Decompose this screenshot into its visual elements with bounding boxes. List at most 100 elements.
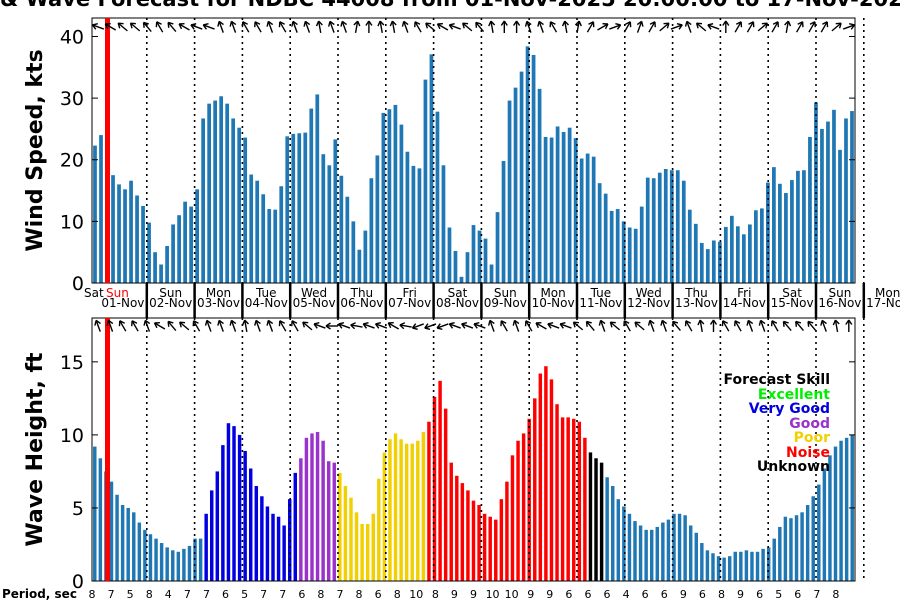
wind-bar [604,194,608,283]
period-value: 6 [222,588,229,600]
wave-bar [611,486,614,581]
wind-direction-arrow [366,21,372,33]
wind-bar [442,165,446,283]
wind-bar [514,88,518,283]
wind-bar [652,178,656,283]
wind-direction-arrow [514,21,520,33]
wind-bar [808,137,812,283]
wave-bar [204,514,207,581]
wind-bar [147,223,151,283]
wave-bar [165,547,168,581]
wave-bar [472,501,475,581]
wind-direction-arrow [562,21,570,34]
period-value: 10 [409,588,423,600]
wind-direction-arrow [745,20,756,33]
wave-bar [299,458,302,581]
wind-direction-arrow [783,21,791,34]
wave-direction-arrow [647,319,657,332]
wave-direction-arrow [338,321,351,331]
wind-bar [412,166,416,283]
wave-bar [255,486,258,581]
wave-bar [795,515,798,581]
wind-bar [351,221,355,283]
period-value: 9 [470,588,477,600]
wind-bar [508,101,512,283]
wind-direction-arrow [290,20,300,33]
wave-direction-arrow [93,319,103,332]
date-label: 13-Nov [675,296,718,310]
now-day-label: Sat [84,286,104,300]
wind-bar [646,178,650,283]
wind-bar [478,231,482,283]
wind-bar [568,128,572,283]
wind-bar [406,152,410,283]
wave-bar [188,546,191,581]
wind-ytick-label: 30 [60,88,84,110]
wind-bar [321,154,325,283]
wind-bar [850,111,854,283]
wave-direction-arrow [473,321,486,331]
wind-bar [532,55,536,283]
wind-bar [111,175,115,283]
period-value: 9 [451,588,458,600]
wind-bar [400,125,404,283]
legend-excellent: Excellent [680,388,830,403]
wind-bar [388,109,392,283]
wind-bar [376,155,380,283]
now-day-label-red: Sun [106,286,129,300]
wave-direction-arrow [461,321,474,331]
wave-bar [800,512,803,581]
date-label: 04-Nov [245,296,288,310]
wind-bar [255,181,259,283]
wave-bar [639,525,642,581]
wave-bar [812,496,815,581]
wind-bar [177,215,181,283]
wind-direction-arrow [216,20,226,33]
wave-bar [773,539,776,581]
wind-direction-arrow [548,20,559,33]
wind-bar [327,165,331,283]
wind-ytick-label: 20 [60,150,84,172]
wave-bar [282,525,285,581]
wind-bar [832,110,836,283]
wind-bar [676,170,680,283]
wind-bar [123,189,127,283]
wind-bar [694,224,698,283]
wind-bar [333,139,337,283]
wind-bar [141,206,145,283]
wave-bar [488,517,491,581]
wind-bar [159,265,163,283]
wave-direction-arrow [819,319,829,332]
wind-bar [736,226,740,283]
wave-bar [360,524,363,581]
wind-bar [472,225,476,283]
wave-direction-arrow [301,320,314,332]
wave-direction-arrow [204,319,214,332]
wind-bar [315,94,319,283]
wind-bar [556,126,560,283]
wind-direction-arrow [190,22,203,32]
wave-direction-arrow [559,321,572,331]
wind-direction-arrow [461,21,474,33]
date-label: 10-Nov [532,296,575,310]
wind-direction-arrow [339,20,349,33]
wave-direction-arrow [178,320,191,332]
period-value: 9 [680,588,687,600]
wind-bar [93,146,97,283]
wind-direction-arrow [646,20,657,33]
wind-direction-arrow [695,21,708,33]
wind-direction-arrow [488,21,496,34]
wave-bar [199,539,202,581]
date-label: 02-Nov [149,296,192,310]
wave-bar [221,445,224,581]
wind-direction-arrow [596,21,609,32]
wind-now-line [105,18,110,283]
period-value: 7 [813,588,820,600]
wave-bar [583,438,586,581]
date-label: 14-Nov [723,296,766,310]
wave-direction-arrow [130,319,141,332]
wave-bar [683,515,686,581]
wave-bar [149,534,152,581]
period-value: 6 [584,588,591,600]
wind-bar [742,234,746,283]
